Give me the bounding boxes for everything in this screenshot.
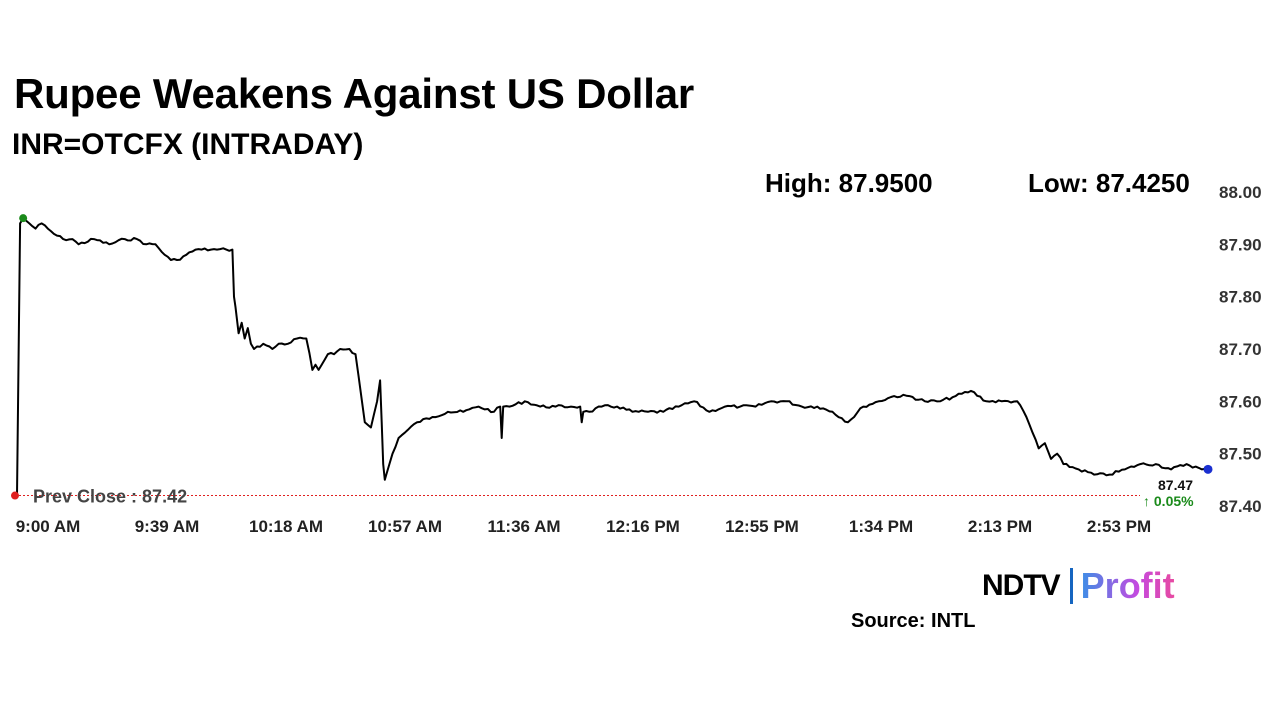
x-tick-label: 9:00 AM <box>16 517 81 536</box>
x-tick-label: 9:39 AM <box>135 517 200 536</box>
x-tick-label: 10:57 AM <box>368 517 442 536</box>
price-series-line <box>16 217 1209 496</box>
y-tick-label: 87.60 <box>1219 392 1262 411</box>
x-tick-label: 1:34 PM <box>849 517 913 536</box>
y-tick-label: 87.50 <box>1219 445 1262 464</box>
y-tick-label: 88.00 <box>1219 183 1262 202</box>
y-tick-label: 87.80 <box>1219 288 1262 307</box>
source-note: Source: INTL <box>851 610 976 632</box>
ndtv-profit-logo: NDTV Profit <box>982 565 1175 606</box>
x-tick-label: 10:18 AM <box>249 517 323 536</box>
chart-subtitle: INR=OTCFX (INTRADAY) <box>12 128 364 161</box>
logo-ndtv-mark: NDTV <box>982 569 1061 602</box>
x-tick-label: 12:55 PM <box>725 517 799 536</box>
logo-profit-mark: Profit <box>1080 565 1175 606</box>
high-stat: High: 87.9500 <box>765 168 933 198</box>
logo-divider <box>1069 568 1073 604</box>
y-tick-label: 87.90 <box>1219 235 1262 254</box>
low-stat: Low: 87.4250 <box>1028 168 1190 198</box>
x-axis-ticks: 9:00 AM 9:39 AM 10:18 AM 10:57 AM 11:36 AM 12… <box>16 517 1151 536</box>
prev-close-label: Prev Close : 87.42 <box>33 487 187 507</box>
last-price-label: 87.47 <box>1158 477 1193 493</box>
chart-title: Rupee Weakens Against US Dollar <box>14 70 694 117</box>
x-tick-label: 12:16 PM <box>606 517 680 536</box>
prev-close-dot <box>11 491 19 500</box>
y-axis-ticks: 88.00 87.90 87.80 87.70 87.60 87.50 87.40 <box>1219 183 1262 516</box>
y-tick-label: 87.70 <box>1219 340 1262 359</box>
x-tick-label: 2:53 PM <box>1087 517 1151 536</box>
intraday-line-chart: 88.00 87.90 87.80 87.70 87.60 87.50 87.40 9:00… <box>11 183 1262 536</box>
y-tick-label: 87.40 <box>1219 497 1262 516</box>
last-change-label: ↑ 0.05% <box>1143 493 1194 509</box>
x-tick-label: 2:13 PM <box>968 517 1032 536</box>
session-high-dot <box>19 214 28 223</box>
x-tick-label: 11:36 AM <box>487 517 560 536</box>
last-price-dot <box>1203 464 1213 474</box>
